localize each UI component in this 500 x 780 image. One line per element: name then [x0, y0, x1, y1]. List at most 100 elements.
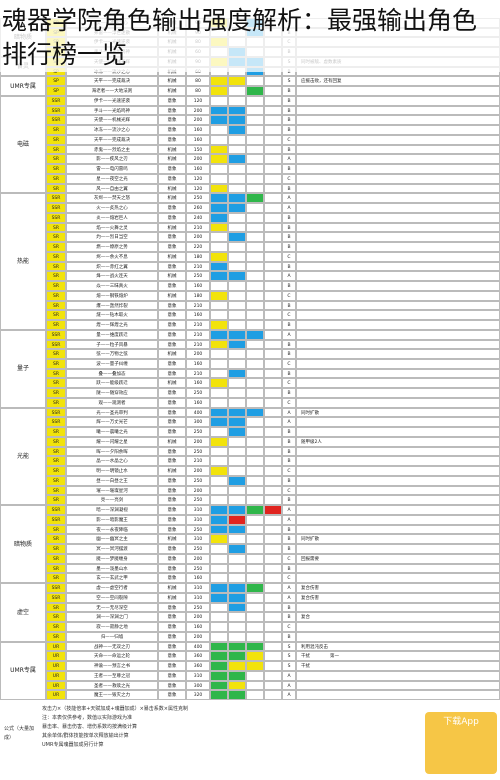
rating-cell [228, 339, 246, 350]
name: 曦——晨曦之光 [66, 427, 158, 437]
power: 160 [186, 281, 210, 291]
rating-cell [228, 125, 246, 135]
rating-cell [228, 544, 246, 554]
rating-cell [246, 583, 264, 593]
rating-cell [246, 553, 264, 564]
note-text: 同时扩散 [301, 537, 319, 543]
name: 影——暗影魔王 [66, 514, 158, 525]
name: 魔王——毁灭之力 [66, 690, 158, 700]
rating-cell [264, 563, 282, 574]
note [296, 125, 500, 135]
note: 复合伤害 [296, 583, 500, 593]
note [296, 563, 500, 574]
rating-cell [210, 105, 228, 116]
rating-cell [246, 378, 264, 389]
rank: C [282, 290, 296, 301]
rating-cell [210, 144, 228, 155]
rarity: SR [46, 602, 66, 613]
name: 天平——完成裁决 [66, 134, 158, 145]
type: 机械 [158, 592, 186, 603]
name: 手斗——光焰鸣神 [66, 105, 158, 116]
rating-cell [210, 86, 228, 96]
rarity: SR [46, 466, 66, 476]
rating-cell [228, 661, 246, 671]
note [296, 622, 500, 632]
rating-cell [264, 242, 282, 252]
power: 250 [186, 544, 210, 554]
rating-cell [228, 115, 246, 126]
name: 空——空间裂隙 [66, 592, 158, 603]
rating-cell [228, 251, 246, 262]
note [296, 397, 500, 408]
title-line: 排行榜一览 [2, 40, 128, 69]
type: 机械 [158, 466, 186, 476]
power: 250 [186, 446, 210, 457]
rating-cell [210, 310, 228, 321]
rating-cell [264, 485, 282, 496]
note [296, 378, 500, 389]
rank: B [282, 602, 296, 613]
type: 意象 [158, 427, 186, 437]
type: 意象 [158, 612, 186, 623]
rating-cell [246, 573, 264, 584]
type: 意象 [158, 641, 186, 652]
power: 250 [186, 524, 210, 535]
rating-cell [228, 427, 246, 437]
type: 意象 [158, 456, 186, 467]
group-label: 量子 [0, 329, 46, 408]
rating-cell [210, 622, 228, 632]
rarity: SP [46, 76, 66, 87]
rating-cell [210, 359, 228, 369]
rank: B [282, 115, 296, 126]
rank: A [282, 407, 296, 418]
rarity: SR [46, 310, 66, 321]
rating-cell [210, 388, 228, 398]
rating-cell [264, 183, 282, 194]
rating-cell [264, 641, 282, 652]
power: 250 [186, 563, 210, 574]
power: 200 [186, 154, 210, 165]
rating-cell [264, 95, 282, 106]
group-label: UMR专属 [0, 641, 46, 700]
note [296, 359, 500, 369]
note: 干扰 第一 [296, 651, 500, 662]
rating-cell [228, 583, 246, 593]
rank: B [282, 281, 296, 291]
rating-cell [228, 602, 246, 613]
note [296, 388, 500, 398]
rating-cell [228, 222, 246, 233]
type: 机械 [158, 154, 186, 165]
rating-cell [246, 261, 264, 272]
rarity: SSR [46, 212, 66, 223]
rank: C [282, 378, 296, 389]
power: 210 [186, 261, 210, 272]
rating-cell [210, 222, 228, 233]
power: 360 [186, 651, 210, 662]
rarity: SR [46, 622, 66, 632]
name: 神谕——预言之书 [66, 661, 158, 671]
group-label: 暗物质 [0, 505, 46, 584]
type: 机械 [158, 76, 186, 87]
name: 亮——亮剑 [66, 495, 158, 506]
rank: A [282, 680, 296, 691]
rating-cell [264, 573, 282, 584]
rating-cell [210, 203, 228, 213]
rating-cell [246, 612, 264, 623]
power: 310 [186, 534, 210, 545]
rating-cell [210, 407, 228, 418]
rating-cell [210, 232, 228, 243]
rarity: SR [46, 573, 66, 584]
rarity: SSR [46, 203, 66, 213]
note-text: 复合 [301, 615, 310, 621]
rarity: SR [46, 359, 66, 369]
rating-cell [264, 378, 282, 389]
rating-cell [246, 417, 264, 428]
power: 240 [186, 212, 210, 223]
app-badge[interactable]: 下载App [425, 712, 497, 774]
rating-cell [228, 592, 246, 603]
note [296, 300, 500, 311]
power: 200 [186, 631, 210, 642]
power: 160 [186, 573, 210, 584]
rank: C [282, 359, 296, 369]
rating-cell [264, 144, 282, 155]
